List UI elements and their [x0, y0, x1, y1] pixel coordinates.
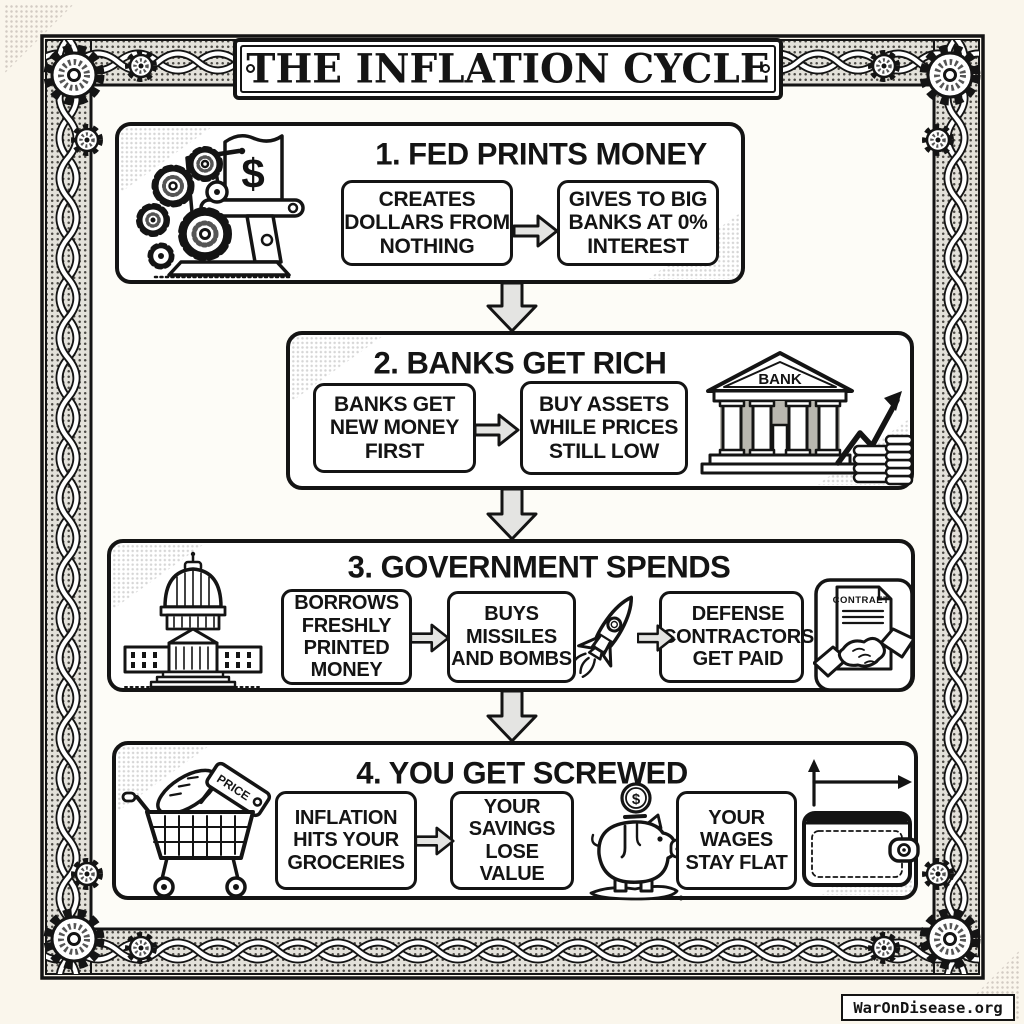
- flow-arrow-down-icon: [486, 282, 538, 333]
- flow-arrow-down-icon: [486, 488, 538, 541]
- contract-handshake-icon: CONTRAET: [813, 578, 915, 692]
- flow-arrow-right-icon: [415, 826, 455, 856]
- printing-press-icon: $: [136, 134, 305, 279]
- flow-box: DEFENSE CONTRACTORS GET PAID: [659, 591, 814, 683]
- section-2-panel: 2. BANKS GET RICH BANKS GET NEW MONEY FI…: [286, 331, 914, 490]
- flow-box: BANKS GET NEW MONEY FIRST: [313, 383, 476, 473]
- press-dollar-glyph: $: [241, 150, 264, 197]
- title-banner: THE INFLATION CYCLE: [233, 38, 783, 100]
- section-1-panel: 1. FED PRINTS MONEY $ CREATES DOLLARS FR…: [115, 122, 745, 284]
- section-3-heading: 3. GOVERNMENT SPENDS: [347, 548, 731, 585]
- flow-box: CREATES DOLLARS FROM NOTHING: [341, 180, 513, 266]
- section-3-panel: 3. GOVERNMENT SPENDS: [107, 539, 915, 692]
- banner-dot: [761, 64, 770, 73]
- flow-arrow-right-icon: [474, 413, 520, 447]
- contract-title-label: CONTRAET: [833, 595, 890, 606]
- watermark-badge: WarOnDisease.org: [841, 994, 1015, 1021]
- bank-building-icon: BANK: [700, 351, 914, 486]
- piggy-bank-icon: $: [589, 782, 686, 901]
- coin-dollar-glyph: $: [632, 791, 641, 808]
- flow-arrow-right-icon: [637, 624, 675, 652]
- flow-box: GIVES TO BIG BANKS AT 0% INTEREST: [557, 180, 719, 266]
- flow-arrow-right-icon: [513, 214, 559, 248]
- flow-box: BUYS MISSILES AND BOMBS: [447, 591, 576, 683]
- banner-dot: [246, 64, 255, 73]
- flow-box: INFLATION HITS YOUR GROCERIES: [275, 791, 417, 890]
- section-4-panel: 4. YOU GET SCREWED PRICE INFLAT: [112, 741, 920, 901]
- wallet-icon: [802, 759, 920, 887]
- flow-arrow-down-icon: [486, 690, 538, 743]
- flow-arrow-right-icon: [410, 623, 450, 653]
- flow-box: YOUR WAGES STAY FLAT: [676, 791, 797, 890]
- bank-sign-label: BANK: [758, 371, 801, 388]
- section-1-heading: 1. FED PRINTS MONEY: [375, 135, 707, 172]
- grocery-cart-icon: PRICE: [121, 761, 272, 898]
- flow-box: BUY ASSETS WHILE PRICES STILL LOW: [520, 381, 688, 475]
- watermark-text: WarOnDisease.org: [853, 998, 1003, 1017]
- rocket-icon: [576, 595, 634, 678]
- flow-box: YOUR SAVINGS LOSE VALUE: [450, 791, 574, 890]
- capitol-building-icon: [123, 551, 263, 689]
- page-title: THE INFLATION CYCLE: [246, 45, 770, 93]
- section-2-heading: 2. BANKS GET RICH: [373, 344, 667, 381]
- flow-box: BORROWS FRESHLY PRINTED MONEY: [281, 589, 412, 685]
